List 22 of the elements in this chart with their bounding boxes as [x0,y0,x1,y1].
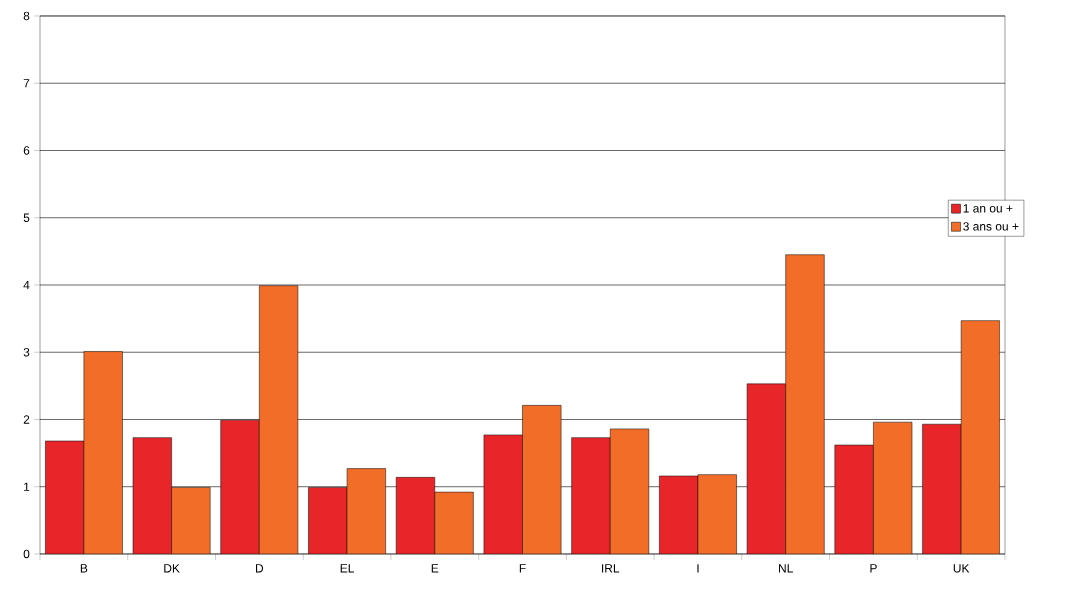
x-tick-label: NL [779,564,793,573]
y-tick-label: 0 [23,549,30,559]
y-tick-label: 1 [24,482,30,491]
legend-label: 1 an ou + [963,204,1013,213]
legend-label: 3 ans ou + [963,222,1019,231]
x-tick-label: DK [164,564,180,573]
y-tick-label: 5 [23,213,30,222]
x-tick-label: B [80,564,88,573]
x-tick-label: I [697,564,699,573]
x-tick-label: E [431,564,439,573]
x-tick-label: F [519,564,526,573]
y-tick-label: 6 [23,146,30,155]
x-tick-label: P [870,564,877,573]
x-tick-label: IRL [602,564,620,573]
y-tick-label: 8 [23,11,30,21]
x-tick-label: UK [953,564,970,573]
y-tick-label: 7 [23,79,30,88]
y-tick-label: 4 [23,280,30,290]
x-tick-label: EL [340,564,354,573]
x-tick-label: D [256,564,264,573]
y-tick-label: 2 [23,415,30,424]
y-tick-label: 3 [23,348,30,357]
